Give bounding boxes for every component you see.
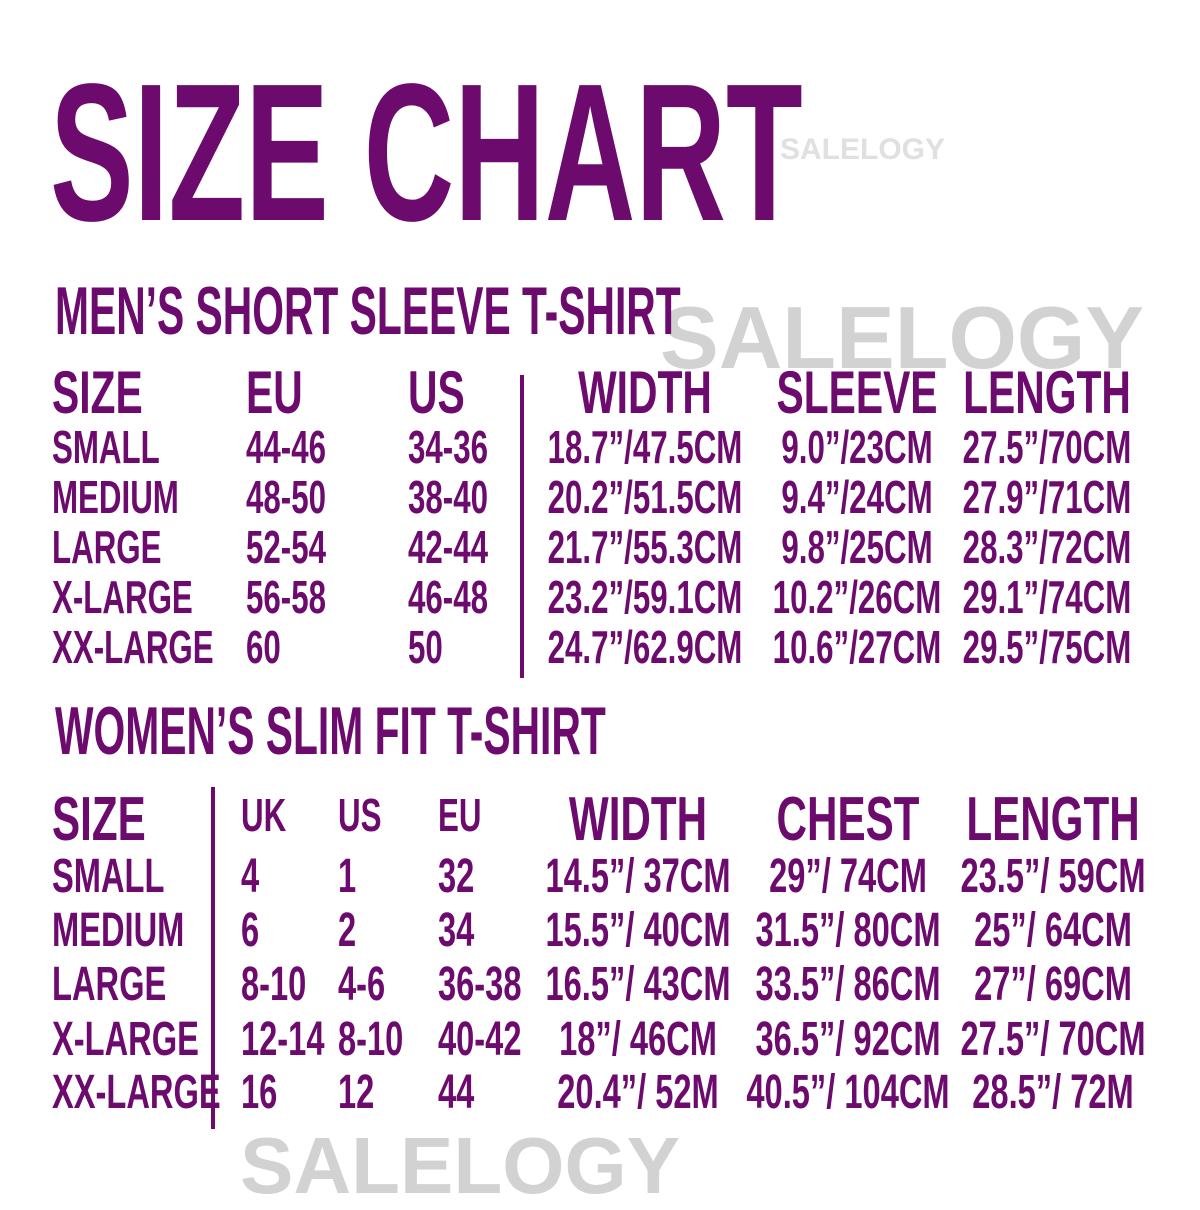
mens-table-cell: 52-54 — [246, 521, 327, 573]
mens-table-cell: 46-48 — [408, 571, 489, 623]
womens-table-cell: 20.4”/ 52M — [557, 1066, 719, 1119]
womens-table-cell: MEDIUM — [52, 904, 185, 957]
mens-table-cell: 42-44 — [408, 521, 489, 573]
womens-table-cell: 4 — [241, 850, 260, 903]
mens-table-cell: 29.1”/74CM — [962, 571, 1132, 623]
mens-table-cell: XX-LARGE — [52, 621, 214, 673]
mens-header-cell: EU — [246, 359, 303, 426]
womens-table-cell: 40.5”/ 104CM — [746, 1066, 950, 1119]
mens-table-cell: 60 — [246, 621, 281, 673]
womens-header-cell: US — [338, 789, 382, 841]
womens-table-cell: 32 — [438, 850, 475, 903]
mens-heading: MEN’S SHORT SLEEVE T-SHIRT — [55, 273, 681, 349]
mens-table-cell: 10.2”/26CM — [772, 571, 942, 623]
womens-header-cell: SIZE — [52, 785, 146, 854]
womens-table-cell: 14.5”/ 37CM — [545, 850, 731, 903]
womens-table-cell: 27”/ 69CM — [974, 958, 1132, 1011]
womens-table-cell: 8-10 — [338, 1013, 404, 1066]
mens-table-cell: 48-50 — [246, 471, 327, 523]
womens-table-cell: 36.5”/ 92CM — [755, 1013, 941, 1066]
mens-table-cell: X-LARGE — [52, 571, 193, 623]
mens-table-cell: 9.4”/24CM — [781, 471, 933, 523]
womens-table-cell: 36-38 — [438, 958, 522, 1011]
womens-table-cell: 16.5”/ 43CM — [545, 958, 731, 1011]
watermark-small: SALELOGY — [780, 133, 946, 166]
mens-table-cell: 44-46 — [246, 421, 327, 473]
womens-table-cell: 31.5”/ 80CM — [755, 904, 941, 957]
mens-table-cell: 50 — [408, 621, 443, 673]
mens-table-cell: 34-36 — [408, 421, 489, 473]
watermark-top: SALELOGY — [660, 288, 1145, 387]
womens-table-cell: 27.5”/ 70CM — [960, 1013, 1146, 1066]
mens-table-cell: 38-40 — [408, 471, 489, 523]
womens-table-cell: 23.5”/ 59CM — [960, 850, 1146, 903]
womens-table-cell: 15.5”/ 40CM — [545, 904, 731, 957]
womens-heading: WOMEN’S SLIM FIT T-SHIRT — [55, 693, 606, 769]
womens-table-cell: 16 — [241, 1066, 278, 1119]
womens-table-cell: 18”/ 46CM — [559, 1013, 717, 1066]
mens-table-cell: 24.7”/62.9CM — [547, 621, 743, 673]
womens-divider — [211, 787, 215, 1129]
mens-header-cell: US — [408, 359, 465, 426]
womens-table-cell: SMALL — [52, 850, 165, 903]
womens-table-cell: 4-6 — [338, 958, 386, 1011]
mens-table-cell: MEDIUM — [52, 471, 179, 523]
womens-table-cell: 6 — [241, 904, 260, 957]
womens-table-cell: 1 — [338, 850, 357, 903]
womens-table-cell: 2 — [338, 904, 357, 957]
womens-table-cell: 28.5”/ 72M — [972, 1066, 1134, 1119]
womens-header-cell: CHEST — [776, 785, 920, 854]
womens-table-cell: 12 — [338, 1066, 375, 1119]
page-title: SIZE CHART — [50, 43, 803, 262]
womens-table-cell: 40-42 — [438, 1013, 522, 1066]
mens-table-cell: 27.9”/71CM — [962, 471, 1132, 523]
mens-table-cell: 28.3”/72CM — [962, 521, 1132, 573]
mens-table-cell: SMALL — [52, 421, 160, 473]
mens-table-cell: 29.5”/75CM — [962, 621, 1132, 673]
womens-table-cell: 25”/ 64CM — [974, 904, 1132, 957]
mens-header-cell: WIDTH — [578, 359, 712, 426]
womens-table-cell: 44 — [438, 1066, 475, 1119]
womens-header-cell: WIDTH — [568, 785, 708, 854]
mens-table-cell: 9.8”/25CM — [781, 521, 933, 573]
mens-table-cell: 10.6”/27CM — [772, 621, 942, 673]
mens-header-cell: SIZE — [52, 359, 143, 426]
mens-table-cell: 56-58 — [246, 571, 327, 623]
mens-header-cell: SLEEVE — [776, 359, 938, 426]
womens-header-cell: EU — [438, 789, 482, 841]
mens-table-cell: 21.7”/55.3CM — [547, 521, 743, 573]
mens-table-cell: 20.2”/51.5CM — [547, 471, 743, 523]
mens-table-cell: 27.5”/70CM — [962, 421, 1132, 473]
womens-header-cell: LENGTH — [966, 785, 1140, 854]
womens-table-cell: 29”/ 74CM — [769, 850, 927, 903]
womens-table-cell: 12-14 — [241, 1013, 325, 1066]
mens-table-cell: 9.0”/23CM — [781, 421, 933, 473]
womens-header-cell: UK — [241, 789, 287, 841]
womens-table-cell: X-LARGE — [52, 1013, 199, 1066]
mens-table-cell: 23.2”/59.1CM — [547, 571, 743, 623]
womens-table-cell: 33.5”/ 86CM — [755, 958, 941, 1011]
mens-divider — [520, 375, 524, 678]
womens-table-cell: LARGE — [52, 958, 167, 1011]
womens-table-cell: XX-LARGE — [52, 1066, 221, 1119]
mens-table-cell: 18.7”/47.5CM — [547, 421, 743, 473]
watermark-bottom: SALELOGY — [240, 1121, 681, 1210]
mens-table-cell: LARGE — [52, 521, 162, 573]
womens-table-cell: 8-10 — [241, 958, 307, 1011]
womens-table-cell: 34 — [438, 904, 475, 957]
mens-header-cell: LENGTH — [963, 359, 1131, 426]
